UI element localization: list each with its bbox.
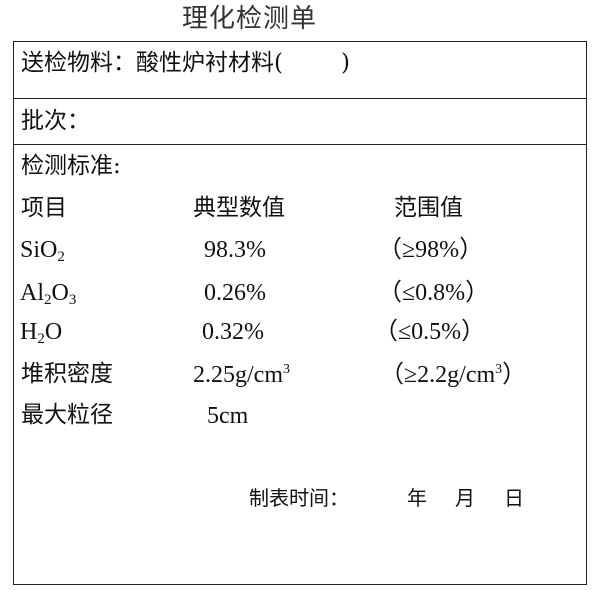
- form-border: [13, 41, 587, 585]
- date-day: 日: [504, 486, 524, 510]
- material-close: ): [340, 50, 350, 76]
- batch-label: 批次：: [21, 108, 90, 134]
- date-label: 制表时间：: [249, 486, 349, 510]
- row-name: H2O: [20, 319, 63, 347]
- material-field: 送检物料：酸性炉衬材料(): [21, 52, 350, 75]
- row-typical: 98.3%: [204, 237, 266, 263]
- row-name: SiO2: [20, 237, 65, 265]
- divider: [13, 144, 587, 145]
- row-range: （≥98%）: [378, 237, 484, 263]
- row-range: （≥2.2g/cm3）: [380, 362, 527, 388]
- row-name: 最大粒径: [21, 402, 113, 428]
- date-year: 年: [407, 486, 427, 510]
- row-name: Al2O3: [20, 280, 77, 308]
- row-range: （≤0.5%）: [374, 319, 486, 345]
- row-name: 堆积密度: [21, 361, 113, 387]
- row-typical: 5cm: [207, 403, 249, 429]
- header-typical: 典型数值: [193, 195, 285, 221]
- document-title: 理化检测单: [182, 4, 318, 34]
- standard-label: 检测标准:: [21, 153, 121, 179]
- header-item: 项目: [21, 195, 67, 221]
- header-range: 范围值: [394, 195, 463, 221]
- row-typical: 2.25g/cm3: [193, 362, 290, 388]
- row-range: （≤0.8%）: [378, 280, 490, 306]
- material-value: 酸性炉衬材料(: [136, 50, 283, 76]
- divider: [13, 98, 587, 99]
- row-typical: 0.26%: [204, 280, 266, 306]
- row-typical: 0.32%: [202, 319, 264, 345]
- date-month: 月: [455, 486, 475, 510]
- material-label: 送检物料：: [21, 50, 136, 76]
